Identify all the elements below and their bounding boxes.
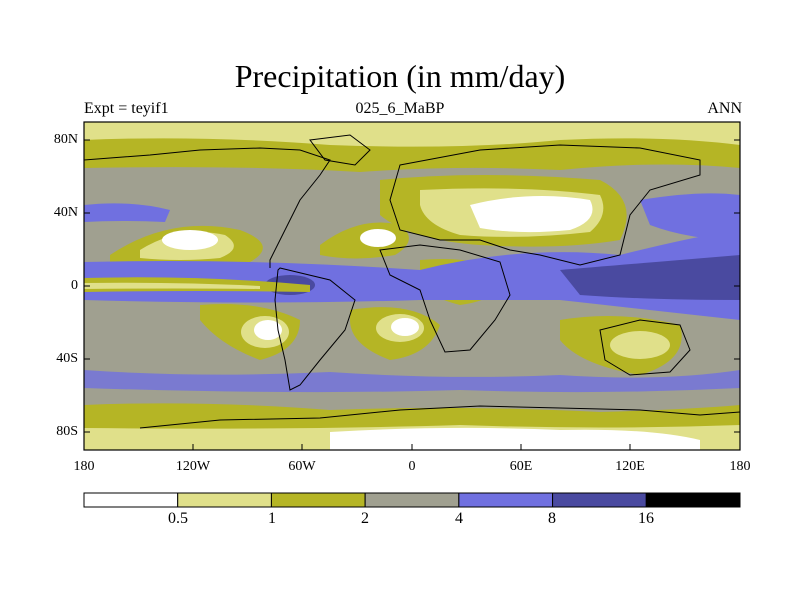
coast-north-america [84, 147, 331, 268]
colorbar-swatch [552, 492, 647, 508]
lat-label-0: 0 [71, 278, 78, 293]
lon-label-60w: 60W [288, 459, 316, 474]
itcz-core-east [560, 255, 740, 300]
colorbar-swatch [177, 492, 272, 508]
colorbar [83, 492, 741, 508]
n-pacific-dry [162, 230, 218, 250]
lon-label-120w: 120W [175, 459, 211, 474]
colorbar-swatch [364, 492, 460, 508]
lat-label-40n: 40N [53, 205, 78, 220]
s-storm-track [84, 370, 740, 393]
coast-australia [599, 319, 691, 376]
atlantic-dry [360, 229, 396, 247]
colorbar-label-0-5: 0.5 [168, 510, 188, 527]
antarctic-dry-core [330, 427, 700, 450]
lat-label-40s: 40S [56, 351, 78, 366]
colorbar-label-8: 8 [548, 510, 556, 527]
colorbar-label-16: 16 [638, 510, 654, 527]
coast-eurasia [389, 144, 701, 266]
lon-label-60e: 60E [509, 459, 533, 474]
itcz-band [84, 230, 740, 320]
coast-south-america [274, 267, 356, 391]
n-pacific-wet-east [640, 193, 740, 240]
antarctic-band-olive [84, 403, 740, 429]
eurasia-dry [470, 196, 593, 233]
lon-label-0: 0 [408, 459, 416, 474]
colorbar-swatch [83, 492, 179, 508]
lon-label-180e: 180 [729, 459, 751, 474]
season-label: ANN [707, 100, 742, 117]
experiment-label: Expt = teyif1 [84, 100, 169, 117]
n-pacific-wet [84, 203, 170, 222]
period-label: 025_6_MaBP [355, 100, 445, 117]
coast-africa [379, 244, 511, 353]
equatorial-light-strip [84, 282, 260, 289]
lat-label-80s: 80S [56, 424, 78, 439]
colorbar-swatch [458, 492, 554, 508]
colorbar-label-1: 1 [268, 510, 276, 527]
colorbar-swatch [645, 492, 741, 508]
s-atlantic-dry [391, 318, 419, 336]
s-pacific-dry [254, 320, 282, 340]
lat-label-80n: 80N [53, 132, 78, 147]
coast-antarctica [139, 405, 740, 429]
arctic-band-olive [84, 138, 740, 172]
colorbar-swatch [270, 492, 366, 508]
coast-greenland [309, 134, 371, 166]
australia-light [610, 331, 670, 359]
lon-label-120e: 120E [615, 459, 645, 474]
colorbar-label-4: 4 [455, 510, 463, 527]
colorbar-label-2: 2 [361, 510, 369, 527]
coastlines [84, 134, 740, 429]
map-title: Precipitation (in mm/day) [234, 58, 566, 94]
lon-label-180w: 180 [73, 459, 95, 474]
